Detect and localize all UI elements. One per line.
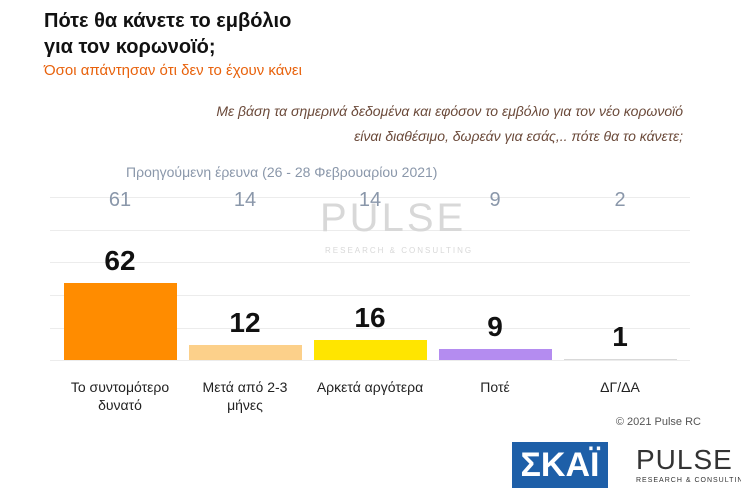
watermark: PULSE xyxy=(320,196,467,240)
question: είναι διαθέσιμο, δωρεάν για εσάς,.. πότε… xyxy=(354,128,683,144)
bar xyxy=(313,340,427,360)
x-tick-label: Αρκετά αργότερα xyxy=(316,379,424,395)
title-line: για τον κορωνοϊό; xyxy=(44,36,216,58)
value-label: 62 xyxy=(104,245,136,277)
bar xyxy=(563,358,677,360)
grid-line xyxy=(50,230,690,231)
previous-value: 14 xyxy=(358,189,382,211)
pulse-logo: PULSE xyxy=(636,444,733,475)
question: Με βάση τα σημερινά δεδομένα και εφόσον … xyxy=(216,103,683,119)
title-line: Πότε θα κάνετε το εμβόλιο xyxy=(44,10,292,32)
x-tick-label: Μετά από 2-3 μήνες xyxy=(202,379,288,413)
bar xyxy=(63,283,177,360)
pulse-logo-sub: RESEARCH & CONSULTING xyxy=(636,477,741,484)
subtitle: Όσοι απάντησαν ότι δεν το έχουν κάνει xyxy=(44,62,302,79)
previous-value: 14 xyxy=(233,189,257,211)
value-label: 12 xyxy=(229,307,261,339)
bar xyxy=(188,345,302,360)
chart-title: Πότε θα κάνετε το εμβόλιο για τον κορωνο… xyxy=(44,8,291,60)
value-label: 16 xyxy=(354,302,386,334)
previous-value: 61 xyxy=(108,189,132,211)
grid-line xyxy=(50,360,690,361)
value-label: 1 xyxy=(612,320,628,352)
bar xyxy=(438,348,552,360)
grid-line xyxy=(50,328,690,329)
copyright: © 2021 Pulse RC xyxy=(615,416,701,428)
watermark-sub: RESEARCH & CONSULTING xyxy=(325,246,474,255)
previous-value: 9 xyxy=(489,189,501,211)
x-tick-label: ΔΓ/ΔΑ xyxy=(600,379,640,395)
grid-line xyxy=(50,262,690,263)
grid-line xyxy=(50,197,690,198)
x-tick-label: Ποτέ xyxy=(480,379,510,395)
value-label: 9 xyxy=(487,310,503,342)
skai-logo: ΣΚΑΪ xyxy=(512,442,608,488)
x-tick-label: Το συντομότερο δυνατό xyxy=(70,379,170,413)
grid-line xyxy=(50,295,690,296)
previous-label: Προηγούμενη έρευνα (26 - 28 Φεβρουαρίου … xyxy=(126,164,438,180)
previous-value: 2 xyxy=(614,189,626,211)
